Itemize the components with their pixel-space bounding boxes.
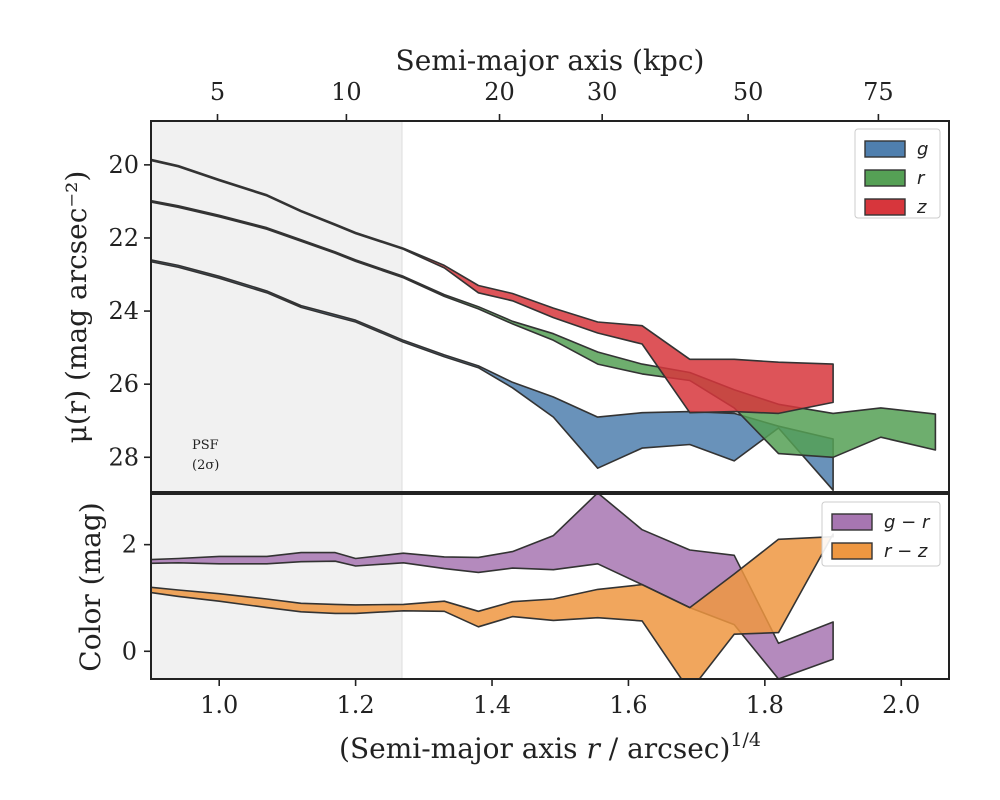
legend-label-r: r — [917, 168, 926, 189]
legend-swatch-z — [864, 198, 906, 216]
y-tick-label-top: 28 — [108, 443, 139, 471]
color-panel: 02 1.0 1.2 1.4 1.6 1.8 2.0 g − rr − z (Semi-m… — [74, 493, 941, 765]
x-tick-label-bottom: 1.4 — [473, 691, 511, 719]
psf-region-bottom — [150, 493, 403, 680]
y-axis-label-bottom: Color (mag) — [74, 502, 107, 671]
band-z — [151, 158, 834, 415]
y-tick-label-top: 24 — [108, 297, 139, 325]
legend-swatch-g-r — [831, 513, 873, 531]
top-x-tick-label: 10 — [331, 78, 362, 106]
legend-swatch-r — [864, 169, 906, 187]
y-tick-label-top: 20 — [108, 151, 139, 179]
top-x-tick-label: 20 — [484, 78, 515, 106]
x-tick-label-bottom: 2.0 — [882, 691, 920, 719]
legend-label-g: g — [917, 139, 928, 160]
top-x-tick-label: 50 — [733, 78, 764, 106]
legend-swatch-g — [864, 140, 906, 158]
top-x-tick-label: 5 — [210, 78, 225, 106]
psf-region-top — [150, 120, 403, 493]
y-axis-label-top: μ(r) (mag arcsec⁻²) — [60, 171, 93, 444]
y-axis-ticks-bottom: 02 — [122, 531, 151, 665]
y-tick-label-bottom: 0 — [122, 637, 137, 665]
legend-label-g-r: g − r — [884, 512, 931, 533]
bottom-panel-frame — [150, 493, 950, 680]
top-x-axis-ticks: 5 10 20 30 50 75 — [210, 78, 894, 121]
y-tick-label-top: 26 — [108, 370, 139, 398]
legend-label-z: z — [916, 197, 927, 218]
x-axis-ticks-bottom: 1.0 1.2 1.4 1.6 1.8 2.0 — [200, 679, 920, 719]
x-tick-label-bottom: 1.8 — [746, 691, 784, 719]
top-panel-frame — [150, 120, 950, 493]
top-x-axis-label: Semi-major axis (kpc) — [396, 44, 705, 77]
legend-swatch-r-z — [831, 542, 873, 560]
surface-brightness-panel: PSF (2σ) 20 22 24 26 28 5 10 20 30 50 75 grz Semi… — [60, 44, 941, 493]
top-x-tick-label: 75 — [863, 78, 894, 106]
legend-bottom: g − r r − z — [821, 501, 941, 567]
band-g-r — [151, 494, 834, 679]
y-tick-label-top: 22 — [108, 224, 139, 252]
y-axis-ticks-top: 20 22 24 26 28 — [108, 151, 151, 471]
x-axis-label-bottom: (Semi-major axis r / arcsec)1/4 — [339, 729, 761, 765]
x-tick-label-bottom: 1.2 — [337, 691, 375, 719]
psf-label-line-2: (2σ) — [192, 458, 219, 473]
x-tick-label-bottom: 1.6 — [609, 691, 647, 719]
x-tick-label-bottom: 1.0 — [200, 691, 238, 719]
surface-brightness-bands — [151, 158, 937, 491]
y-tick-label-bottom: 2 — [122, 531, 137, 559]
top-x-tick-label: 30 — [587, 78, 618, 106]
psf-label-line-1: PSF — [192, 438, 219, 453]
legend-label-r-z: r − z — [884, 541, 928, 562]
band-g — [151, 259, 834, 491]
legend-top: grz — [854, 128, 941, 219]
